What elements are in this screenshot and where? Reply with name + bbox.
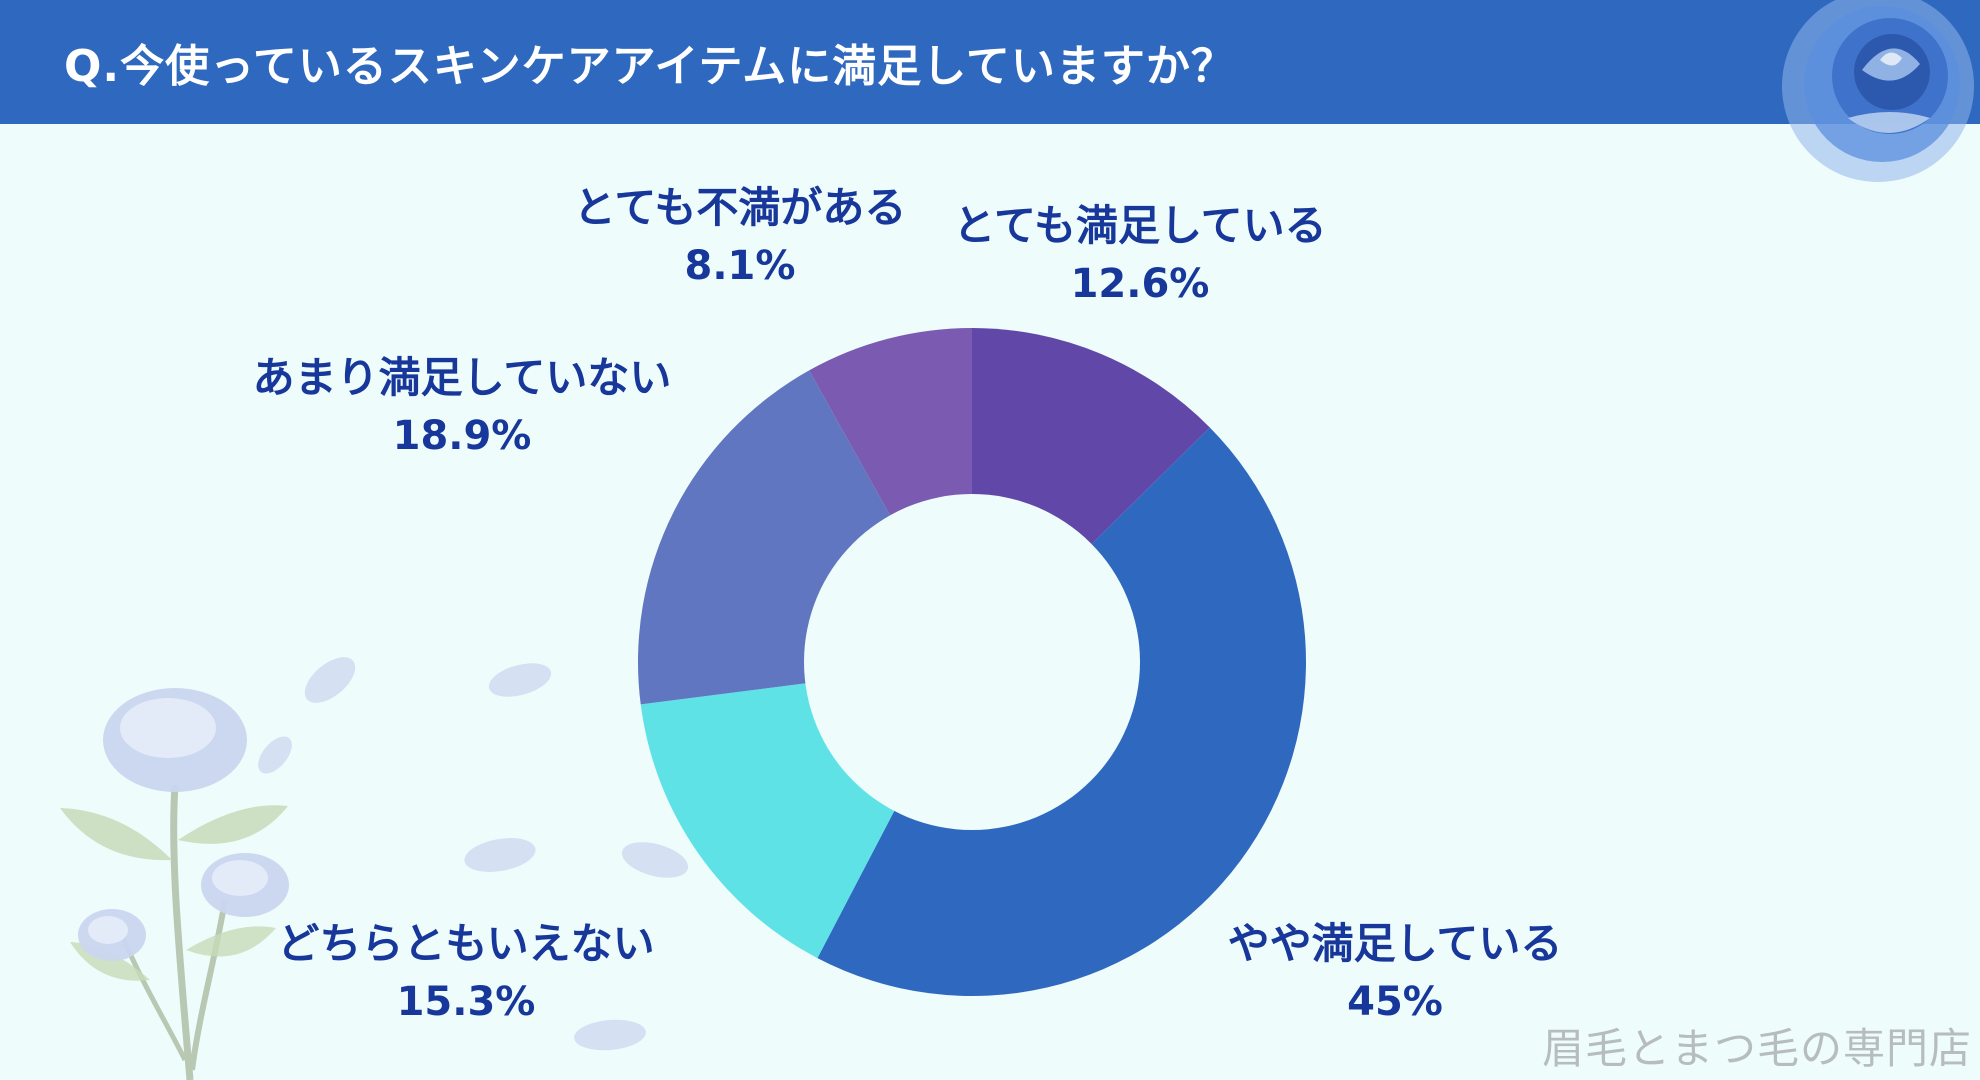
slice-category-label: とても不満がある — [573, 183, 907, 232]
slice-category-label: あまり満足していない — [252, 353, 672, 402]
slice-label-1: とても満足している 12.6% — [953, 200, 1326, 309]
header-bar: Q.今使っているスキンケアアイテムに満足していますか？ — [0, 0, 1980, 124]
slice-label-3: どちらともいえない 15.3% — [277, 918, 654, 1027]
slice-label-4: あまり満足していない 18.9% — [253, 352, 672, 461]
slice-category-label: とても満足している — [953, 201, 1327, 250]
page-title: Q.今使っているスキンケアアイテムに満足していますか？ — [64, 41, 1236, 92]
watermark-text: 眉毛とまつ毛の専門店 — [1541, 1024, 1972, 1073]
slice-label-5: とても不満がある 8.1% — [574, 182, 907, 291]
pale-rose-icon — [60, 657, 689, 1080]
slice-category-label: やや満足している — [1227, 919, 1563, 968]
slice-percent-label: 8.1% — [684, 242, 796, 289]
slice-percent-label: 15.3% — [396, 978, 536, 1025]
slice-percent-label: 45% — [1347, 978, 1443, 1025]
slice-percent-label: 18.9% — [392, 412, 532, 459]
slice-category-label: どちらともいえない — [277, 919, 655, 968]
donut-hole — [804, 494, 1140, 830]
blue-rose-icon — [1782, 0, 1974, 182]
slice-percent-label: 12.6% — [1070, 260, 1210, 307]
slice-label-2: やや満足している 45% — [1228, 918, 1563, 1027]
